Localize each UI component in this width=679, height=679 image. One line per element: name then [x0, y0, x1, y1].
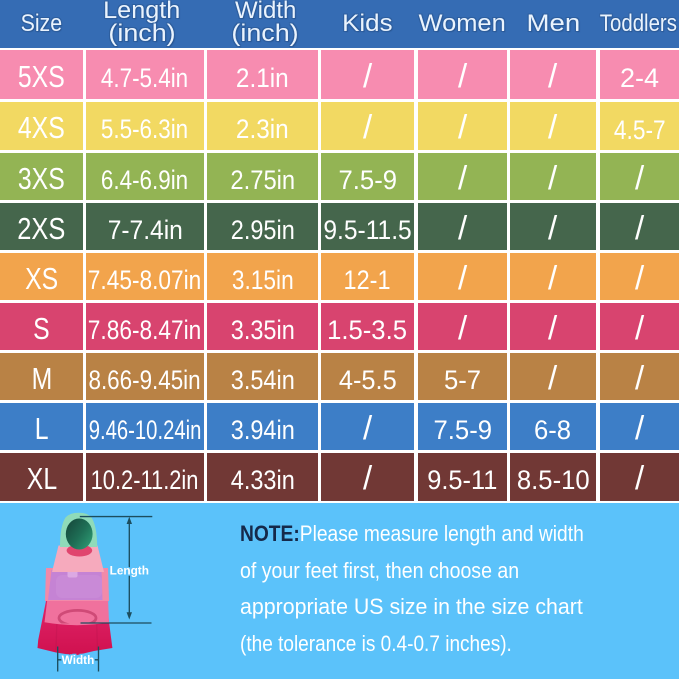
svg-text:Width: Width	[62, 653, 95, 667]
svg-text:Length: Length	[110, 564, 149, 578]
